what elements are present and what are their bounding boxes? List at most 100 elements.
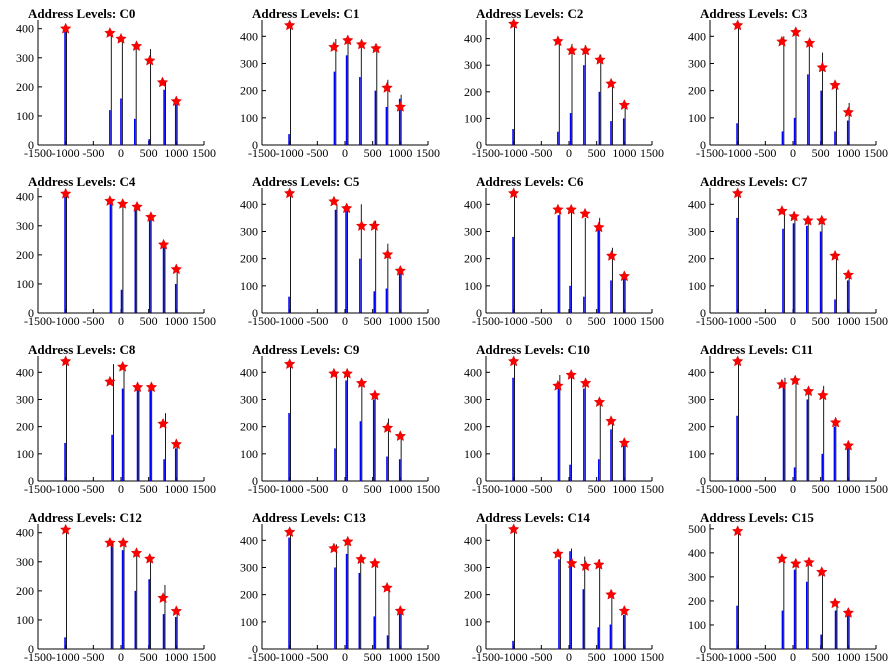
x-tick-label: 0 [118,482,124,496]
peak-marker [605,77,617,89]
peak-marker [381,81,393,93]
x-tick-label: -1000 [724,482,752,496]
x-tick-label: 1500 [864,146,888,160]
x-tick-label: 500 [588,314,606,328]
peak-marker [116,198,129,209]
x-tick-label: -1000 [52,650,80,664]
peak-marker [116,360,129,372]
y-tick-label: 100 [464,111,482,125]
x-tick-label: 1000 [612,146,636,160]
x-tick-label: -1500 [696,146,724,160]
peak-marker [104,375,116,387]
y-tick-label: 200 [16,584,34,598]
peak-marker [394,430,407,441]
x-tick-label: 1000 [388,314,412,328]
y-tick-label: 300 [464,224,482,238]
x-tick-label: -500 [754,482,776,496]
x-tick-label: 500 [364,482,382,496]
chart-title: Address Levels: C0 [28,6,135,21]
chart-svg: Address Levels: C2 0 100 200 300 400 -1500 -100… [464,6,664,160]
peak-marker [170,438,183,450]
y-tick-label: 400 [688,29,706,43]
y-tick-label: 400 [16,190,34,204]
peak-marker [170,95,183,107]
chart-svg: Address Levels: C7 0 100 200 300 400 -1500 -100… [688,174,888,328]
x-tick-label: 0 [118,314,124,328]
peak-marker [731,187,744,199]
y-tick-label: 300 [16,219,34,233]
x-tick-label: 500 [588,482,606,496]
peak-marker [145,211,157,222]
peak-marker [817,389,829,401]
chart-panel: Address Levels: C11 0 100 200 300 400 -1500 -10… [672,336,896,504]
x-tick-label: 1000 [836,314,860,328]
y-tick-label: 0 [252,138,258,152]
y-tick-label: 400 [464,32,482,46]
peak-marker [144,54,156,66]
peak-marker [565,203,577,215]
peak-marker [283,358,296,369]
x-tick-label: 0 [118,650,124,664]
x-tick-label: 500 [812,650,830,664]
x-tick-label: 1000 [612,650,636,664]
peak-marker [283,19,296,31]
x-tick-label: -1000 [276,650,304,664]
x-tick-label: 500 [812,482,830,496]
y-tick-label: 0 [28,138,34,152]
peak-marker [618,437,631,448]
x-tick-label: -1000 [500,482,528,496]
y-tick-label: 100 [16,447,34,461]
x-tick-label: 1000 [388,650,412,664]
chart-title: Address Levels: C8 [28,342,136,357]
y-tick-label: 0 [700,642,706,656]
y-tick-label: 300 [16,392,34,406]
y-tick-label: 200 [16,248,34,262]
peak-marker [283,526,296,537]
y-tick-label: 0 [28,306,34,320]
x-tick-label: 0 [566,314,572,328]
peak-marker [618,99,631,111]
y-tick-label: 100 [16,109,34,123]
chart-title: Address Levels: C7 [700,174,808,189]
peak-marker [370,42,382,54]
peak-marker [618,605,631,616]
chart-title: Address Levels: C15 [700,510,814,525]
y-tick-label: 400 [16,22,34,36]
x-tick-label: 0 [790,314,796,328]
peak-marker [369,389,381,401]
y-tick-label: 300 [16,51,34,65]
y-tick-label: 100 [688,447,706,461]
peak-marker [731,525,744,537]
peak-marker [369,557,381,569]
peak-marker [790,557,802,569]
chart-panel: Address Levels: C7 0 100 200 300 400 -1500 -100… [672,168,896,336]
y-tick-label: 300 [240,224,258,238]
y-tick-label: 200 [464,420,482,434]
peak-marker [130,547,143,558]
x-tick-label: 500 [364,650,382,664]
y-tick-label: 300 [688,224,706,238]
x-tick-label: -500 [82,482,104,496]
x-tick-label: -1000 [500,650,528,664]
x-tick-label: -1500 [24,314,52,328]
peak-marker [170,605,183,617]
y-tick-label: 400 [240,365,258,379]
x-tick-label: 500 [140,314,158,328]
y-tick-label: 200 [464,85,482,99]
chart-svg: Address Levels: C1 0 100 200 300 400 -1500 -100… [240,6,440,160]
x-tick-label: 1500 [192,146,216,160]
y-tick-label: 200 [240,420,258,434]
peak-marker [776,205,788,216]
chart-title: Address Levels: C13 [252,510,366,525]
x-tick-label: -1500 [24,482,52,496]
peak-marker [829,79,841,91]
chart-svg: Address Levels: C12 0 100 200 300 400 -1500 -10… [16,510,216,664]
x-tick-label: 1000 [612,314,636,328]
x-tick-label: -500 [530,650,552,664]
chart-panel: Address Levels: C1 0 100 200 300 400 -1500 -100… [224,0,448,168]
x-tick-label: 0 [790,650,796,664]
peak-marker [605,249,618,261]
x-tick-label: -1500 [24,146,52,160]
x-tick-label: 1000 [612,482,636,496]
